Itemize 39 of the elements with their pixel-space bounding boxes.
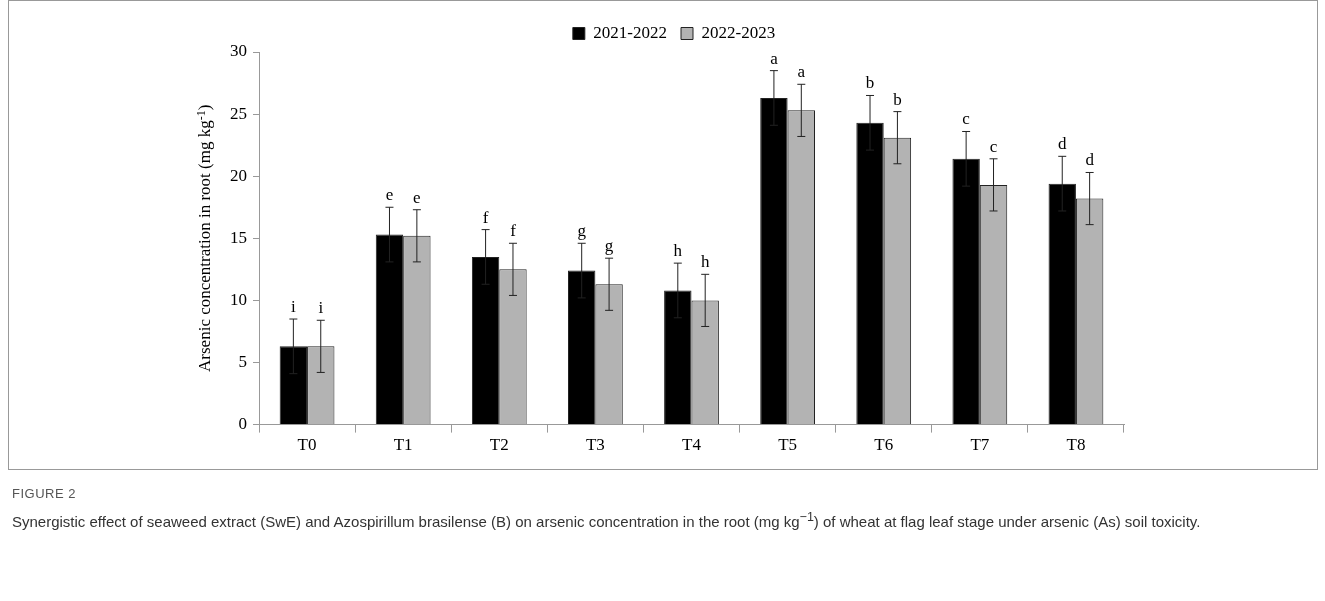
data-label: h [673,241,683,261]
data-label: d [1085,150,1095,170]
data-label: e [385,185,394,205]
data-label: i [290,297,296,316]
x-tick-label: T5 [778,435,798,455]
data-label: g [604,236,614,256]
data-label: e [413,187,421,207]
data-label: c [989,136,998,156]
y-tick-label: 20 [230,165,247,185]
data-label: a [770,48,779,68]
y-axis-title: Arsenic concentration in root (mg kg-1) [194,104,214,372]
x-tick-label: T4 [682,435,702,455]
x-tick-label: T3 [585,435,605,455]
x-tick-label: T8 [1066,435,1086,455]
x-tick-label: T2 [489,435,509,455]
y-tick-label: 30 [230,41,247,61]
x-tick-label: T0 [297,435,317,455]
x-tick-label: T6 [874,435,894,455]
y-tick-label: 0 [238,414,247,434]
data-label: f [510,221,517,241]
data-label: c [962,109,971,129]
text: Synergistic effect of seaweed extract (SwE) and Azospirillum brasilense (B) on arsenic concentration in the root (mg kg$^{−1}$) of wheat at flag leaf stage under arsenic (As) soil toxicity. [12,509,1202,532]
data-label: a [797,62,806,82]
x-tick-label: T7 [970,435,990,455]
data-label: d [1058,134,1067,154]
caption: FIGURE 2 [12,486,76,501]
y-tick-label: 25 [230,103,247,123]
y-tick-label: 15 [230,227,247,247]
data-label: f [482,207,489,227]
y-tick-label: 5 [238,351,247,371]
data-label: b [893,89,902,109]
data-label: b [865,73,875,93]
legend-label: 2022-2023 [701,22,776,42]
data-label: i [318,298,324,318]
legend-label: 2021-2022 [593,22,668,42]
x-tick-label: T1 [393,435,413,455]
y-tick-label: 10 [230,289,247,309]
data-label: g [577,221,587,241]
data-label: h [700,252,710,272]
